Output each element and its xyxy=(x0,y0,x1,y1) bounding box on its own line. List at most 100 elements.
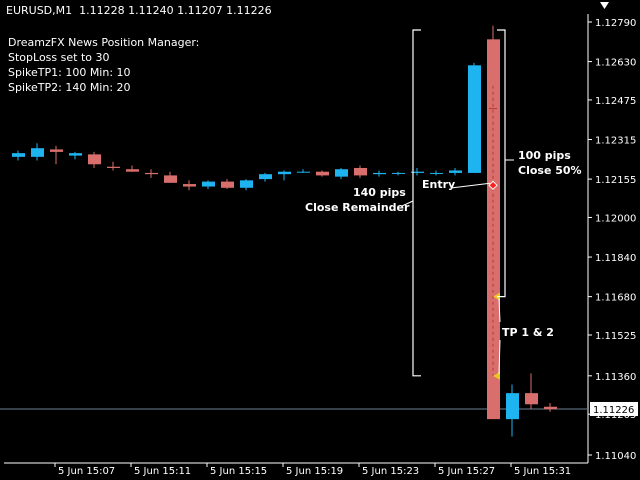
info-line-title: DreamzFX News Position Manager: xyxy=(8,36,200,49)
candle-body xyxy=(449,170,462,173)
tp1-marker xyxy=(493,292,500,301)
candle-body xyxy=(430,172,443,174)
tp-1-2-label: TP 1 & 2 xyxy=(502,326,554,339)
tp-140-label-line2: Close Remainder xyxy=(305,201,410,214)
candle-body xyxy=(487,39,500,420)
candle[interactable] xyxy=(164,171,177,183)
x-tick-label: 5 Jun 15:31 xyxy=(514,466,571,477)
candle-body xyxy=(145,172,158,175)
candle[interactable] xyxy=(468,62,481,173)
candle-body xyxy=(107,166,120,168)
candle[interactable] xyxy=(354,165,367,178)
candle[interactable] xyxy=(278,170,291,181)
candle-body xyxy=(335,169,348,177)
x-tick-label: 5 Jun 15:11 xyxy=(134,466,191,477)
y-tick-label: 1.11525 xyxy=(595,331,636,342)
candle-body xyxy=(240,180,253,188)
info-line-spiketp1: SpikeTP1: 100 Min: 10 xyxy=(8,66,131,79)
candle[interactable] xyxy=(145,169,158,178)
tp-100-label-line1: 100 pips xyxy=(518,149,571,162)
candle[interactable] xyxy=(107,161,120,171)
candle-body xyxy=(525,393,538,405)
candle-body xyxy=(468,65,481,173)
x-tick-label: 5 Jun 15:19 xyxy=(286,466,343,477)
candle[interactable] xyxy=(544,403,557,412)
y-tick-label: 1.11680 xyxy=(595,293,636,304)
bracket-140-pointer xyxy=(401,200,414,207)
candle[interactable] xyxy=(506,384,519,437)
x-tick-label: 5 Jun 15:23 xyxy=(362,466,419,477)
candle[interactable] xyxy=(12,150,25,161)
candle-body xyxy=(221,181,234,188)
symbol-name: EURUSD,M1 xyxy=(6,4,73,17)
candle[interactable] xyxy=(373,170,386,177)
candle[interactable] xyxy=(50,145,63,165)
info-line-stoploss: StopLoss set to 30 xyxy=(8,51,110,64)
candle[interactable] xyxy=(316,170,329,177)
candle-body xyxy=(506,393,519,420)
tp-140-label-line1: 140 pips xyxy=(353,186,406,199)
candle[interactable] xyxy=(487,25,500,420)
y-tick-label: 1.12630 xyxy=(595,58,636,69)
tp1-pointer xyxy=(498,298,501,323)
candle-body xyxy=(259,174,272,180)
candle-body xyxy=(411,171,424,173)
candle-body xyxy=(544,406,557,410)
candle[interactable] xyxy=(202,180,215,190)
candle-body xyxy=(88,154,101,165)
candle-body xyxy=(278,171,291,175)
candle-body xyxy=(31,148,44,157)
entry-label: Entry xyxy=(422,178,456,191)
candle-body xyxy=(50,149,63,152)
candle-body xyxy=(202,181,215,187)
current-price-label: 1.11226 xyxy=(593,405,634,416)
candle-body xyxy=(164,175,177,183)
candle[interactable] xyxy=(88,151,101,168)
candle[interactable] xyxy=(430,170,443,176)
candle-body xyxy=(12,153,25,157)
entry-marker xyxy=(488,180,498,191)
x-tick-label: 5 Jun 15:07 xyxy=(58,466,115,477)
y-tick-label: 1.12155 xyxy=(595,175,636,186)
candle[interactable] xyxy=(183,180,196,191)
candle[interactable] xyxy=(221,179,234,190)
candle[interactable] xyxy=(69,151,82,160)
candle[interactable] xyxy=(31,143,44,161)
info-line-spiketp2: SpikeTP2: 140 Min: 20 xyxy=(8,81,131,94)
y-tick-label: 1.12790 xyxy=(595,18,636,29)
tp2-marker xyxy=(493,371,500,380)
candle-body xyxy=(316,171,329,176)
candle[interactable] xyxy=(525,373,538,410)
tp2-pointer xyxy=(498,339,501,374)
y-tick-label: 1.12315 xyxy=(595,136,636,147)
candle-body xyxy=(373,172,386,175)
x-tick-label: 5 Jun 15:27 xyxy=(438,466,495,477)
candle[interactable] xyxy=(411,167,424,176)
tp-100-label-line2: Close 50% xyxy=(518,164,582,177)
candle-body xyxy=(392,172,405,174)
candle-body xyxy=(354,167,367,176)
y-tick-label: 1.11840 xyxy=(595,253,636,264)
candle[interactable] xyxy=(259,172,272,182)
current-price-tag: 1.11226 xyxy=(590,401,638,416)
triangle-down-icon[interactable] xyxy=(600,1,609,10)
candle[interactable] xyxy=(240,179,253,191)
bracket-100-pips xyxy=(497,29,506,298)
y-tick-label: 1.12475 xyxy=(595,96,636,107)
candle[interactable] xyxy=(335,167,348,180)
candle[interactable] xyxy=(392,171,405,176)
candle-body xyxy=(183,184,196,187)
candle-body xyxy=(69,153,82,156)
candle[interactable] xyxy=(126,165,139,172)
candle[interactable] xyxy=(449,167,462,176)
entry-pointer xyxy=(450,182,491,189)
candle-body xyxy=(297,171,310,173)
ohlc-values: 1.11228 1.11240 1.11207 1.11226 xyxy=(79,4,272,17)
symbol-title: EURUSD,M1 1.11228 1.11240 1.11207 1.1122… xyxy=(6,4,272,17)
current-price-box xyxy=(590,401,638,416)
x-tick-label: 5 Jun 15:15 xyxy=(210,466,267,477)
candle[interactable] xyxy=(297,169,310,173)
bracket-140-pips xyxy=(412,29,421,377)
